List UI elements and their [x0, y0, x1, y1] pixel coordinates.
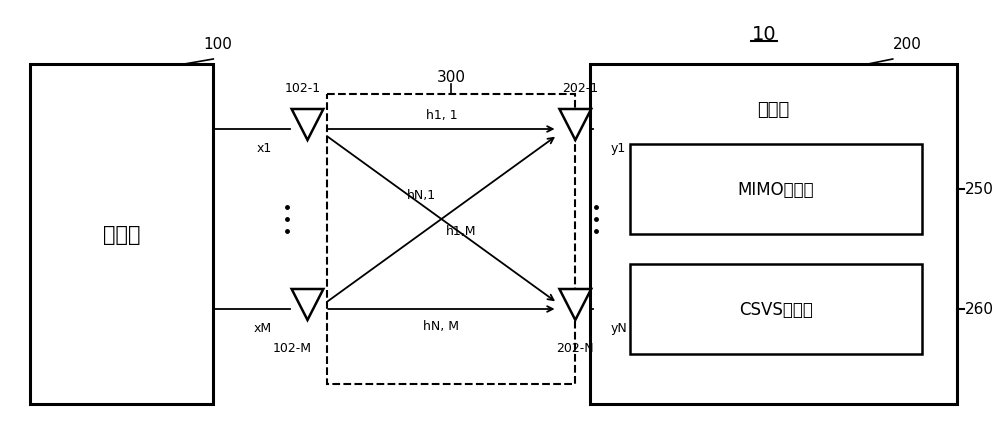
Text: 102-M: 102-M	[273, 341, 312, 354]
Bar	[327, 95, 575, 384]
Text: h1, 1: h1, 1	[426, 109, 457, 122]
Text: 202-1: 202-1	[562, 82, 598, 95]
Text: 发送器: 发送器	[103, 225, 140, 244]
Polygon shape	[559, 110, 591, 141]
Bar	[630, 145, 922, 234]
Text: 10: 10	[751, 25, 776, 44]
Polygon shape	[559, 290, 591, 320]
Bar	[590, 65, 957, 404]
Text: h1,M: h1,M	[446, 225, 476, 237]
Text: 300: 300	[437, 70, 466, 85]
Text: 260: 260	[965, 302, 994, 317]
Text: CSVS检测器: CSVS检测器	[739, 300, 813, 318]
Text: y1: y1	[611, 141, 626, 155]
Text: 接收器: 接收器	[758, 101, 790, 119]
Text: hN,1: hN,1	[407, 189, 436, 201]
Text: 102-1: 102-1	[284, 82, 321, 95]
Text: hN, M: hN, M	[423, 319, 459, 332]
Text: 202-N: 202-N	[557, 341, 594, 354]
Polygon shape	[292, 290, 323, 320]
Polygon shape	[292, 110, 323, 141]
Text: x1: x1	[257, 141, 272, 155]
Text: 250: 250	[965, 182, 994, 197]
Text: yN: yN	[611, 321, 628, 334]
Text: 100: 100	[203, 37, 232, 52]
Text: 200: 200	[893, 37, 922, 52]
Bar	[630, 265, 922, 354]
Bar	[30, 65, 213, 404]
Text: xM: xM	[254, 321, 272, 334]
Text: MIMO解调器: MIMO解调器	[738, 180, 814, 198]
